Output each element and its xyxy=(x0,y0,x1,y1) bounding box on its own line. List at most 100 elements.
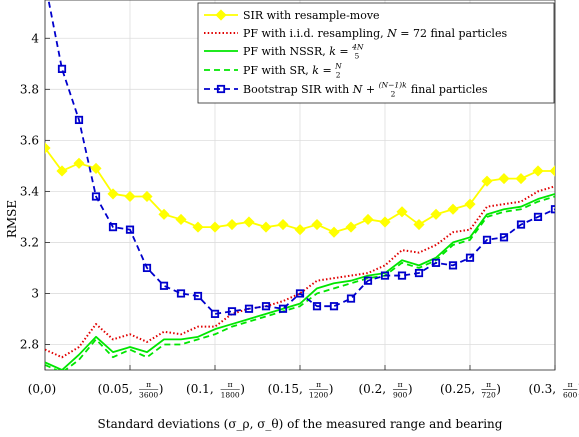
legend-text-part: + xyxy=(362,83,378,96)
y-tick-label: 3.4 xyxy=(20,184,39,198)
data-point xyxy=(430,208,442,220)
y-tick-label: 2.8 xyxy=(20,337,39,351)
data-point xyxy=(91,192,101,201)
data-point xyxy=(244,304,254,313)
x-tick-denominator: 720 xyxy=(481,391,496,400)
series-5 xyxy=(47,0,555,318)
data-point xyxy=(328,226,340,238)
legend-entry-1: SIR with resample-move xyxy=(204,9,380,22)
legend-text-part: final particles xyxy=(407,83,487,96)
x-tick-denominator: 1800 xyxy=(221,391,240,400)
data-point xyxy=(379,216,391,228)
x-tick-denominator: 600 xyxy=(563,391,578,400)
data-point xyxy=(108,223,118,232)
data-point xyxy=(125,225,135,234)
data-point xyxy=(227,307,237,316)
x-tick-label: (0.25, π 720) xyxy=(440,380,501,400)
y-tick-label: 3 xyxy=(31,286,39,300)
legend-entry-5: Bootstrap SIR with N + (N−1)k 2 final par… xyxy=(204,81,488,99)
data-point xyxy=(549,165,555,177)
legend-frac-denominator: 2 xyxy=(336,71,341,80)
data-point xyxy=(499,233,509,242)
data-point xyxy=(380,271,390,280)
data-point xyxy=(141,190,153,203)
data-point xyxy=(533,212,543,221)
legend-text-part: Bootstrap SIR with xyxy=(243,83,353,96)
x-tick-numerator: π xyxy=(316,380,321,389)
data-point xyxy=(295,289,305,298)
x-tick-tail: ) xyxy=(159,382,164,396)
data-point xyxy=(345,221,357,233)
data-point xyxy=(329,302,339,311)
data-point xyxy=(277,218,289,231)
series-line xyxy=(45,195,555,370)
data-point xyxy=(261,302,271,311)
series-layer xyxy=(45,0,555,370)
series-line xyxy=(45,185,555,359)
data-point xyxy=(311,218,323,231)
legend-entry-2: PF with i.i.d. resampling, N = 72 final … xyxy=(204,27,507,40)
data-point xyxy=(550,205,555,214)
data-point xyxy=(448,261,458,270)
legend: SIR with resample-move PF with i.i.d. res… xyxy=(197,2,555,104)
axis-ticks: 2.8 3 3.2 3.4 3.6 3.8 4 (0,0) (0.05, π 3600) (0.1, π… xyxy=(20,31,579,399)
data-point xyxy=(294,224,306,236)
y-tick-label: 3.8 xyxy=(20,82,39,96)
data-point xyxy=(515,173,527,185)
legend-math-var: N xyxy=(386,27,397,40)
data-point xyxy=(363,276,373,285)
legend-text-part: = xyxy=(319,64,335,77)
data-point xyxy=(74,115,84,125)
x-tick-label: (0.05, π 3600) xyxy=(98,380,164,400)
legend-text-part: = 72 final particles xyxy=(397,27,508,40)
series-1 xyxy=(45,142,555,238)
y-axis-label: RMSE xyxy=(5,200,19,238)
x-tick-label: (0.3, π 600) xyxy=(528,380,579,400)
data-point xyxy=(193,291,203,301)
data-point xyxy=(278,304,288,313)
y-tick-label: 3.6 xyxy=(20,133,39,147)
x-tick-label: (0.15, π 1200) xyxy=(268,380,334,400)
series-2 xyxy=(45,185,555,359)
data-point xyxy=(396,206,408,218)
data-point xyxy=(176,289,186,298)
x-tick-lead: (0.15, xyxy=(268,382,303,396)
x-tick-tail: ) xyxy=(496,382,501,396)
x-tick-label: (0.2, π 900) xyxy=(358,380,412,400)
data-point xyxy=(159,281,169,290)
legend-frac-denominator: 2 xyxy=(391,90,396,99)
data-point xyxy=(209,221,221,233)
data-point xyxy=(362,213,374,226)
x-tick-lead: (0.05, xyxy=(98,382,133,396)
series-4 xyxy=(45,195,555,370)
x-tick-lead: (0,0) xyxy=(28,382,56,396)
legend-text-part: PF with NSSR, xyxy=(243,45,329,58)
series-line xyxy=(47,0,555,315)
x-tick-lead: (0.3, xyxy=(528,382,556,396)
x-tick-label: (0.1, π 1800) xyxy=(186,380,245,400)
data-point xyxy=(346,294,356,303)
legend-frac-numerator: N xyxy=(334,62,342,71)
legend-text-part: = xyxy=(336,45,352,58)
x-tick-numerator: π xyxy=(398,380,403,389)
data-point xyxy=(142,263,152,273)
data-point xyxy=(482,235,492,244)
data-point xyxy=(243,216,255,228)
legend-frac-numerator: (N−1)k xyxy=(379,81,407,90)
legend-frac-numerator: 4N xyxy=(351,43,364,52)
legend-label: PF with i.i.d. resampling, N = 72 final … xyxy=(243,27,507,40)
x-tick-lead: (0.2, xyxy=(358,382,386,396)
x-tick-tail: ) xyxy=(240,382,245,396)
x-axis-label: Standard deviations (σ_ρ, σ_θ) of the me… xyxy=(98,417,503,431)
x-tick-tail: ) xyxy=(408,382,413,396)
data-point xyxy=(192,221,204,233)
data-point xyxy=(312,302,322,311)
data-point xyxy=(226,218,238,231)
data-point xyxy=(57,64,67,73)
legend-text-part: SIR with resample-move xyxy=(243,9,380,22)
legend-math-var: N xyxy=(352,83,363,96)
data-point xyxy=(532,165,544,177)
x-tick-numerator: π xyxy=(228,380,233,389)
